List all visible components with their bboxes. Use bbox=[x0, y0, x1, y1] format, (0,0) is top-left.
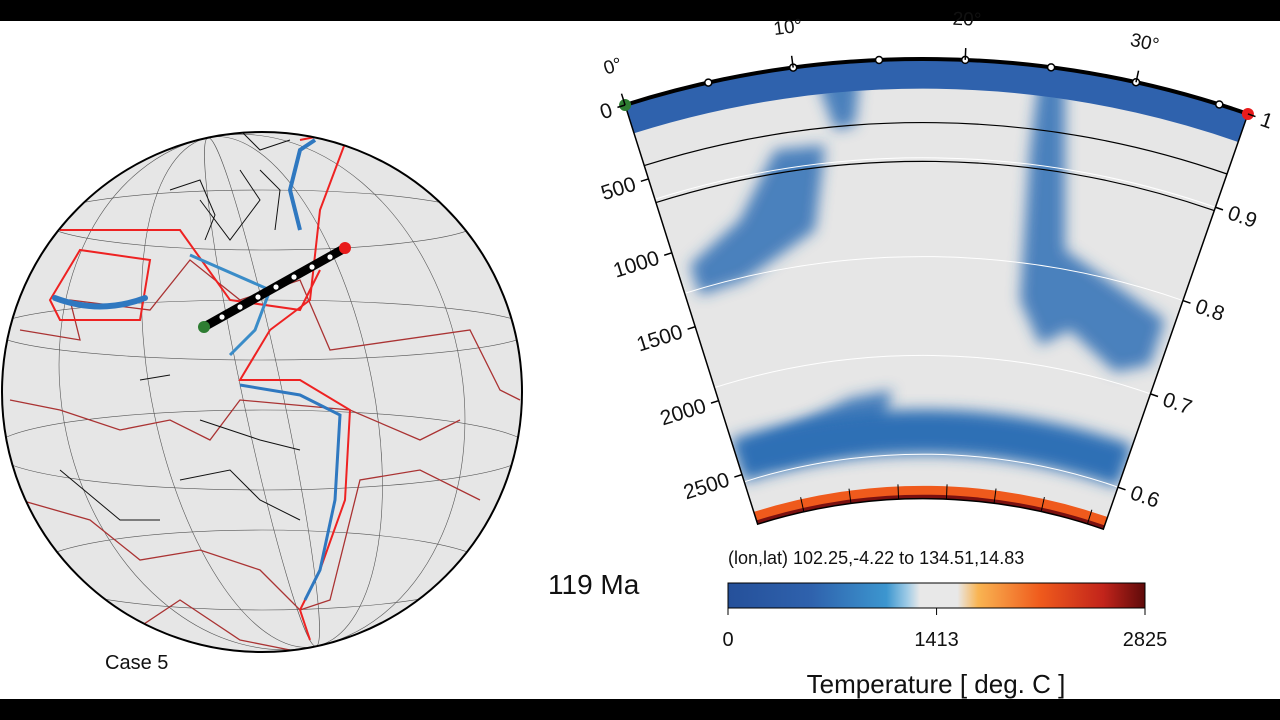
radius-tick bbox=[1117, 486, 1126, 491]
surface-marker bbox=[874, 55, 884, 65]
profile-start bbox=[198, 321, 210, 333]
shape bbox=[59, 169, 301, 521]
inner-tick bbox=[897, 484, 900, 500]
inner-tick bbox=[993, 488, 997, 504]
profile-label: (lon,lat) 102.25,-4.22 to 134.51,14.83 bbox=[728, 548, 1024, 568]
shape bbox=[52, 295, 148, 310]
top-bar bbox=[0, 0, 1280, 21]
shape bbox=[19, 469, 481, 611]
shape bbox=[219, 314, 225, 320]
radius-grid bbox=[744, 453, 1119, 488]
shape bbox=[169, 132, 291, 241]
shape bbox=[2, 409, 522, 491]
case-caption: Case 5 bbox=[105, 652, 168, 674]
discontinuity bbox=[644, 122, 1228, 175]
angle-tick bbox=[790, 55, 794, 68]
shape bbox=[119, 599, 291, 651]
shape bbox=[291, 274, 297, 280]
surface-marker bbox=[1046, 63, 1056, 72]
inner-tick bbox=[1040, 496, 1045, 512]
hot-core bbox=[756, 494, 1105, 530]
shape bbox=[60, 229, 321, 312]
shape bbox=[237, 304, 243, 310]
shape bbox=[273, 284, 279, 290]
hot-boundary bbox=[753, 485, 1108, 530]
discontinuity bbox=[655, 160, 1215, 212]
globe-disk bbox=[2, 132, 522, 652]
profile-markers bbox=[219, 254, 333, 320]
depth-tick bbox=[687, 326, 696, 330]
angle-tick bbox=[964, 48, 967, 60]
angle-label: 10° bbox=[772, 16, 803, 41]
inner-tick bbox=[945, 484, 948, 500]
shape bbox=[255, 294, 261, 300]
colorbar bbox=[727, 582, 1146, 609]
depth-label: 1500 bbox=[634, 321, 685, 357]
shape bbox=[48, 248, 152, 321]
shape bbox=[189, 253, 272, 357]
colorbar-tick-label: 0 bbox=[722, 629, 733, 651]
radius-grid bbox=[654, 157, 1216, 208]
radius-tick bbox=[1150, 393, 1159, 398]
inner-tick bbox=[848, 488, 852, 504]
angle-label: 20° bbox=[952, 9, 982, 31]
angle-label: 30° bbox=[1128, 30, 1161, 57]
depth-tick bbox=[617, 104, 626, 109]
colorbar-tick-label: 1413 bbox=[914, 629, 959, 651]
angle-label: 0° bbox=[601, 54, 625, 80]
angle-tick bbox=[1135, 70, 1140, 83]
radius-tick bbox=[1247, 113, 1256, 118]
radius-tick bbox=[1215, 206, 1224, 211]
depth-tick bbox=[734, 473, 743, 478]
angle-tick bbox=[620, 93, 626, 106]
radius-label: 0.6 bbox=[1127, 481, 1162, 512]
shape bbox=[2, 299, 522, 361]
radius-grid bbox=[684, 256, 1184, 302]
shape bbox=[327, 254, 333, 260]
mantle bbox=[625, 58, 1248, 530]
depth-label: 0 bbox=[597, 99, 615, 124]
radius-grid bbox=[714, 354, 1151, 395]
colorbar-axis: 0 1413 2825 bbox=[722, 608, 1167, 651]
surface-marker bbox=[704, 78, 713, 87]
cold-anomaly bbox=[690, 145, 825, 295]
shape bbox=[239, 383, 342, 601]
depth-label: 2500 bbox=[681, 468, 732, 504]
depth-tick bbox=[663, 252, 673, 256]
shape bbox=[287, 138, 317, 231]
radius-label: 0.8 bbox=[1192, 295, 1227, 326]
profile-end bbox=[339, 242, 351, 254]
inner-tick bbox=[800, 497, 805, 512]
shape bbox=[19, 259, 521, 401]
depth-tick bbox=[640, 178, 649, 183]
shape bbox=[309, 264, 315, 270]
depth-label: 1000 bbox=[611, 247, 662, 283]
colorbar-tick-label: 2825 bbox=[1123, 629, 1168, 651]
colorbar-label: Temperature [ deg. C ] bbox=[807, 669, 1066, 699]
radius-label: 0.9 bbox=[1225, 201, 1260, 232]
cross-section: 0° 10° 20° 30° 0 500 1000 1500 2000 2500 1 0.9 0.8 0.… bbox=[597, 9, 1276, 531]
anomalies bbox=[625, 58, 1248, 530]
bottom-bar bbox=[0, 699, 1280, 720]
depth-tick bbox=[710, 399, 719, 404]
cold-anomaly bbox=[1020, 70, 1165, 372]
lithosphere bbox=[625, 58, 1248, 142]
globe-rim bbox=[1, 131, 523, 653]
depth-label: 500 bbox=[598, 173, 638, 205]
radius-label: 0.7 bbox=[1160, 388, 1195, 419]
inner-tick bbox=[1086, 509, 1093, 525]
radius-tick bbox=[1182, 299, 1191, 304]
surface-marker bbox=[1215, 100, 1224, 109]
globe bbox=[1, 131, 523, 653]
basal-layer bbox=[730, 409, 1133, 488]
depth-label: 2000 bbox=[657, 394, 708, 430]
radius-label: 1 bbox=[1257, 108, 1276, 134]
age-label: 119 Ma bbox=[548, 569, 640, 600]
shape bbox=[9, 399, 461, 441]
